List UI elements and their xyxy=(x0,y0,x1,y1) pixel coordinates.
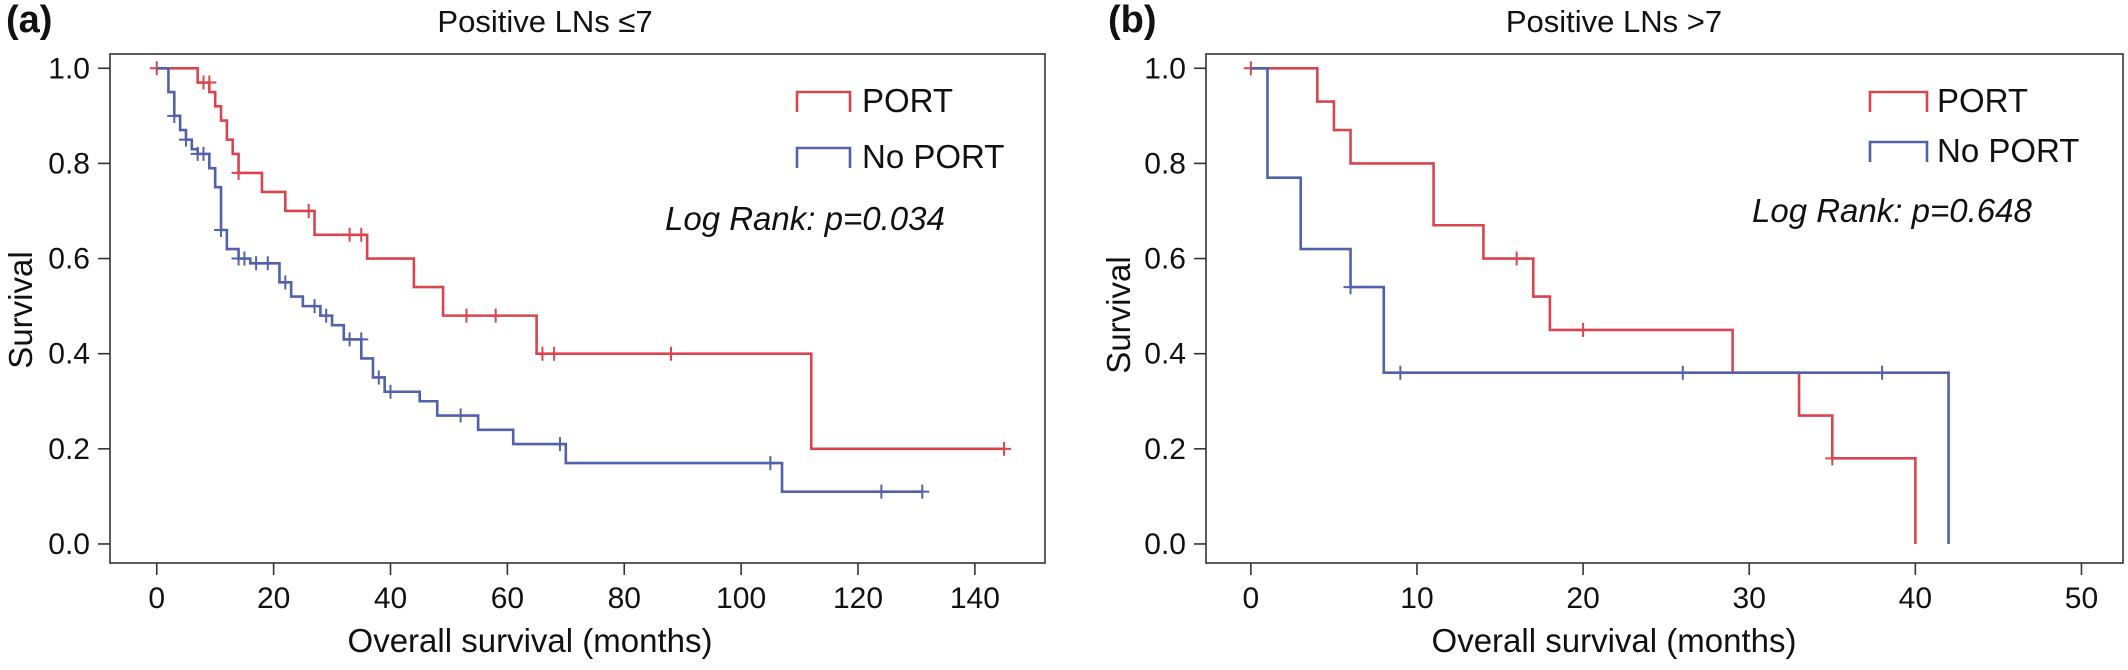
censor-mark-no-port xyxy=(237,251,252,266)
x-tick-label: 10 xyxy=(1400,582,1433,615)
y-tick-label: 0.8 xyxy=(1144,147,1186,180)
y-tick-label: 0.0 xyxy=(1144,528,1186,561)
censor-mark-no-port xyxy=(278,275,293,290)
y-tick-label: 0.8 xyxy=(48,147,90,180)
censor-mark-no-port xyxy=(167,108,182,123)
panel-a-legend-port-label: PORT xyxy=(862,82,953,119)
y-tick-label: 0.2 xyxy=(48,433,90,466)
panel-a-y-axis-label: Survival xyxy=(2,251,39,368)
x-tick-label: 40 xyxy=(1899,582,1932,615)
x-tick-label: 50 xyxy=(2065,582,2098,615)
censor-mark-no-port xyxy=(763,456,778,471)
panel-a-legend-no-port-label: No PORT xyxy=(862,138,1004,175)
censor-mark-port xyxy=(997,441,1012,456)
censor-mark-no-port xyxy=(319,308,334,323)
censor-mark-port xyxy=(301,203,316,218)
x-tick-label: 100 xyxy=(716,582,766,615)
censor-mark-no-port xyxy=(214,223,229,238)
x-tick-label: 20 xyxy=(257,582,290,615)
panel-a-y-axis: 0.0 0.2 0.4 0.6 0.8 1.0 xyxy=(48,52,110,561)
y-tick-label: 0.0 xyxy=(48,528,90,561)
panel-a: (a) Positive LNs ≤7 0.0 0.2 0.4 0.6 0.8 1.0 0… xyxy=(2,0,1046,659)
censor-mark-no-port xyxy=(1393,365,1408,380)
panel-b-x-axis: 0 10 20 30 40 50 xyxy=(1243,563,2098,615)
censor-mark-port xyxy=(354,227,369,242)
y-tick-label: 0.2 xyxy=(1144,433,1186,466)
y-tick-label: 0.6 xyxy=(1144,243,1186,276)
panel-b-legend-port-label: PORT xyxy=(1937,82,2028,119)
panel-a-logrank-annotation: Log Rank: p=0.034 xyxy=(665,200,945,237)
panel-b-label: (b) xyxy=(1108,0,1157,41)
panel-b-legend-no-port-label: No PORT xyxy=(1937,132,2079,169)
panel-a-title: Positive LNs ≤7 xyxy=(437,4,652,39)
x-tick-label: 60 xyxy=(491,582,524,615)
panel-a-legend-port-swatch xyxy=(795,90,852,112)
censor-mark-port xyxy=(488,308,503,323)
censor-mark-port xyxy=(547,346,562,361)
censor-mark-no-port xyxy=(249,256,264,271)
censor-mark-port xyxy=(459,308,474,323)
panel-b-plot-frame xyxy=(1205,53,2124,564)
censor-mark-port xyxy=(231,165,246,180)
panel-a-curves xyxy=(149,61,1012,499)
x-tick-label: 0 xyxy=(1243,582,1260,615)
panel-a-legend-no-port-swatch xyxy=(795,146,852,168)
panel-b-logrank-annotation: Log Rank: p=0.648 xyxy=(1752,192,2032,229)
x-tick-label: 120 xyxy=(833,582,883,615)
censor-mark-port xyxy=(1509,251,1524,266)
panel-b-y-axis-label: Survival xyxy=(1100,256,1137,373)
km-curve-no-port xyxy=(1250,66,1950,544)
panel-a-x-axis-label: Overall survival (months) xyxy=(348,622,713,659)
y-tick-label: 0.6 xyxy=(48,243,90,276)
censor-mark-no-port xyxy=(196,146,211,161)
censor-mark-no-port xyxy=(178,132,193,147)
x-tick-label: 20 xyxy=(1566,582,1599,615)
y-tick-label: 0.4 xyxy=(48,338,90,371)
panel-a-x-axis: 0 20 40 60 80 100 120 140 xyxy=(148,563,1000,615)
panel-b-legend-no-port-swatch xyxy=(1868,140,1929,162)
censor-mark-no-port xyxy=(1343,280,1358,295)
censor-mark-no-port xyxy=(552,437,567,452)
censor-mark-no-port xyxy=(915,484,930,499)
panel-b-x-axis-label: Overall survival (months) xyxy=(1432,622,1797,659)
panel-a-label: (a) xyxy=(6,0,52,41)
censor-mark-no-port xyxy=(354,332,369,347)
x-tick-label: 80 xyxy=(608,582,641,615)
x-tick-label: 140 xyxy=(950,582,1000,615)
panel-a-plot-frame xyxy=(109,53,1046,564)
km-curve-no-port xyxy=(156,66,923,493)
y-tick-label: 0.4 xyxy=(1144,338,1186,371)
y-tick-label: 1.0 xyxy=(1144,52,1186,85)
y-tick-label: 1.0 xyxy=(48,52,90,85)
censor-mark-no-port xyxy=(383,384,398,399)
panel-b: (b) Positive LNs >7 0.0 0.2 0.4 0.6 0.8 1.0 0… xyxy=(1100,0,2124,659)
panel-b-y-axis: 0.0 0.2 0.4 0.6 0.8 1.0 xyxy=(1144,52,1206,561)
censor-mark-no-port xyxy=(307,299,322,314)
km-curve-port xyxy=(156,66,1005,451)
censor-mark-port xyxy=(1576,322,1591,337)
x-tick-label: 0 xyxy=(148,582,165,615)
censor-mark-no-port xyxy=(1875,365,1890,380)
km-curve-port xyxy=(1250,66,1917,544)
censor-mark-no-port xyxy=(342,332,357,347)
censor-mark-no-port xyxy=(874,484,889,499)
censor-mark-port xyxy=(202,75,217,90)
censor-mark-no-port xyxy=(453,408,468,423)
panel-b-legend-port-swatch xyxy=(1868,90,1929,112)
panel-b-curves xyxy=(1243,61,1950,544)
panel-b-legend: PORT No PORT xyxy=(1868,82,2079,169)
censor-mark-port xyxy=(664,346,678,361)
x-tick-label: 40 xyxy=(374,582,407,615)
censor-mark-port xyxy=(342,227,357,242)
panel-a-legend: PORT No PORT xyxy=(795,82,1004,175)
censor-mark-no-port xyxy=(260,256,275,271)
censor-mark-no-port xyxy=(1675,365,1690,380)
censor-mark-port xyxy=(1825,451,1840,466)
panel-b-title: Positive LNs >7 xyxy=(1506,4,1722,39)
censor-mark-port xyxy=(535,346,550,361)
x-tick-label: 30 xyxy=(1733,582,1766,615)
censor-mark-no-port xyxy=(371,370,386,385)
